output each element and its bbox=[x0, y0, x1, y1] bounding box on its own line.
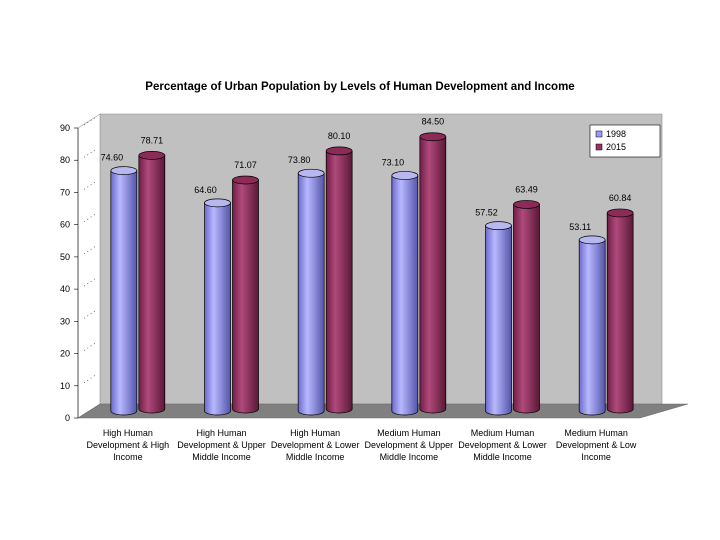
bar-top bbox=[325, 146, 353, 156]
x-category-label: Middle Income bbox=[192, 452, 251, 462]
bar-2015-2: 80.10 bbox=[325, 131, 353, 414]
legend: 1998 2015 bbox=[589, 124, 661, 158]
data-label: 53.11 bbox=[569, 222, 591, 232]
x-category-label: Medium Human bbox=[564, 428, 628, 438]
x-category-label: Medium Human bbox=[471, 428, 535, 438]
side-wall bbox=[77, 113, 101, 419]
y-gridline-side bbox=[83, 374, 97, 384]
y-tick-label: 20 bbox=[60, 349, 70, 359]
bar-top bbox=[204, 198, 231, 208]
y-tick-label: 90 bbox=[60, 123, 70, 133]
x-category-label: Development & High bbox=[87, 440, 170, 450]
bar-body bbox=[297, 172, 325, 416]
data-label: 80.10 bbox=[328, 131, 351, 141]
bar-top bbox=[138, 151, 166, 160]
bar-top bbox=[297, 168, 325, 178]
y-gridline-side bbox=[83, 181, 97, 190]
x-category-label: Development & Lower bbox=[271, 440, 360, 450]
x-category-label: Income bbox=[581, 452, 611, 462]
y-tick-label: 30 bbox=[60, 316, 70, 326]
bar-body bbox=[513, 204, 540, 414]
bar-top bbox=[110, 166, 138, 175]
data-label: 74.60 bbox=[101, 153, 124, 163]
bar-body bbox=[138, 155, 166, 414]
chart-title: Percentage of Urban Population by Levels… bbox=[145, 81, 574, 93]
y-axis: 0 10 20 30 40 50 60 70 80 90 bbox=[60, 116, 97, 423]
y-tick-label: 0 bbox=[65, 413, 70, 423]
bars: 74.60 78.71 64.60 71.07 73.80 80.10 73.10 84.50… bbox=[101, 117, 634, 416]
y-gridline-side bbox=[83, 245, 97, 255]
x-category-label: Development & Upper bbox=[365, 440, 454, 450]
bar-top bbox=[578, 235, 606, 245]
bar-body bbox=[419, 136, 447, 414]
y-tick-label: 50 bbox=[60, 252, 70, 262]
data-label: 57.52 bbox=[475, 208, 498, 218]
bar-2015-1: 71.07 bbox=[232, 160, 259, 414]
bar-1998-3: 73.10 bbox=[382, 157, 419, 416]
bar-1998-0: 74.60 bbox=[101, 153, 138, 416]
legend-label: 2015 bbox=[606, 142, 626, 152]
x-category-label: Development & Lower bbox=[458, 440, 547, 450]
data-label: 84.50 bbox=[422, 117, 445, 127]
bar-body bbox=[325, 150, 353, 414]
y-gridline-side bbox=[83, 310, 97, 319]
data-label: 73.80 bbox=[288, 155, 311, 165]
legend-swatch bbox=[595, 130, 603, 138]
bar-body bbox=[485, 225, 512, 416]
x-category-label: High Human bbox=[103, 428, 153, 438]
bar-1998-4: 57.52 bbox=[475, 208, 512, 416]
bar-top bbox=[232, 175, 259, 185]
y-tick-label: 40 bbox=[60, 284, 70, 294]
legend-label: 1998 bbox=[606, 129, 626, 139]
bar-2015-5: 60.84 bbox=[606, 193, 634, 414]
bar-body bbox=[578, 239, 606, 416]
y-gridline-side bbox=[83, 148, 97, 158]
bar-top bbox=[513, 200, 540, 209]
data-label: 78.71 bbox=[141, 135, 164, 145]
x-category-label: Medium Human bbox=[377, 428, 441, 438]
bar-1998-1: 64.60 bbox=[194, 185, 231, 416]
x-category-label: Income bbox=[113, 452, 143, 462]
bar-2015-3: 84.50 bbox=[419, 117, 447, 414]
bar-body bbox=[232, 179, 259, 414]
bar-body bbox=[110, 170, 138, 416]
x-category-label: Development & Low bbox=[556, 440, 637, 450]
y-tick-label: 80 bbox=[60, 155, 70, 165]
data-label: 63.49 bbox=[515, 184, 538, 194]
bar-top bbox=[391, 171, 419, 180]
x-category-label: Development & Upper bbox=[177, 440, 266, 450]
bar-1998-2: 73.80 bbox=[288, 155, 325, 416]
bar-top bbox=[606, 208, 634, 218]
bar-2015-0: 78.71 bbox=[138, 135, 166, 414]
data-label: 60.84 bbox=[609, 193, 632, 203]
x-category-label: High Human bbox=[290, 428, 340, 438]
bar-1998-5: 53.11 bbox=[569, 222, 606, 416]
bar-body bbox=[204, 202, 231, 416]
x-category-label: High Human bbox=[196, 428, 246, 438]
data-label: 71.07 bbox=[234, 160, 257, 170]
bar-body bbox=[391, 175, 419, 416]
data-label: 73.10 bbox=[382, 157, 405, 167]
bar-2015-4: 63.49 bbox=[513, 184, 540, 414]
x-category-label: Middle Income bbox=[473, 452, 532, 462]
bar-body bbox=[606, 212, 634, 414]
x-axis: High Human Development & High Income High H… bbox=[87, 428, 637, 462]
y-tick-label: 60 bbox=[60, 220, 70, 230]
x-category-label: Middle Income bbox=[286, 452, 345, 462]
y-gridline-side bbox=[83, 116, 97, 126]
y-gridline-side bbox=[83, 342, 97, 351]
legend-box bbox=[589, 124, 661, 158]
bar-top bbox=[419, 132, 447, 142]
legend-swatch bbox=[595, 143, 603, 151]
data-label: 64.60 bbox=[194, 185, 217, 195]
x-category-label: Middle Income bbox=[380, 452, 439, 462]
bar-top bbox=[485, 221, 512, 231]
y-gridline-side bbox=[83, 213, 97, 222]
y-gridline-side bbox=[83, 277, 97, 287]
y-tick-label: 10 bbox=[60, 381, 70, 391]
y-tick-label: 70 bbox=[60, 187, 70, 197]
